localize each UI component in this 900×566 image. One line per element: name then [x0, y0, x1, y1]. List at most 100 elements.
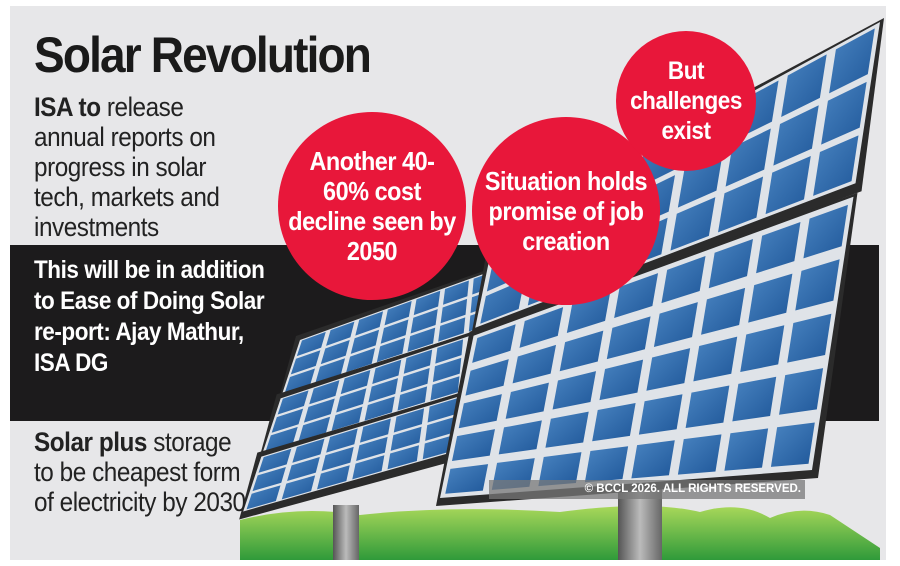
solar-cell	[390, 426, 422, 451]
solar-cell	[724, 428, 769, 471]
solar-cell	[413, 290, 441, 316]
solar-cell	[265, 426, 298, 452]
solar-cell	[331, 406, 363, 431]
solar-cell	[350, 329, 380, 354]
solar-cell	[538, 452, 582, 487]
solar-cell	[748, 273, 793, 323]
bubble-cost-decline: Another 40-60% cost decline seen by 2050	[278, 112, 466, 300]
solar-cell	[340, 369, 371, 395]
solar-cell	[336, 388, 367, 413]
solar-cell	[252, 467, 286, 492]
solar-cell	[384, 301, 412, 326]
solar-cell	[599, 359, 644, 401]
solar-cell	[352, 455, 385, 480]
solar-cell	[393, 408, 425, 433]
solar-cell	[452, 429, 495, 462]
solar-cell	[756, 221, 801, 274]
grass	[240, 506, 880, 560]
solar-cell	[364, 396, 395, 421]
solar-cell	[693, 336, 738, 382]
solar-cell	[403, 349, 433, 374]
solar-cell	[284, 368, 315, 393]
solar-cell	[435, 339, 464, 364]
solar-cell	[246, 485, 281, 510]
solar-cell	[443, 280, 469, 305]
solar-cell	[298, 416, 331, 441]
copyright-watermark: © BCCL 2026. ALL RIGHTS RESERVED.	[489, 480, 805, 499]
solar-cell	[677, 434, 722, 475]
solar-cell	[765, 155, 811, 215]
point-1-bold: ISA to	[34, 92, 101, 122]
solar-cell	[606, 316, 651, 360]
solar-cell	[638, 394, 683, 435]
solar-cell	[303, 398, 335, 423]
solar-cell	[277, 390, 309, 415]
solar-cell	[407, 327, 436, 352]
solar-cell	[372, 359, 402, 384]
point-2-text: This will be in addition to Ease of Doin…	[34, 256, 265, 377]
solar-cell	[614, 273, 659, 319]
solar-cell	[287, 456, 320, 482]
point-3: Solar plus storage to be cheapest form o…	[34, 427, 250, 517]
solar-cell	[512, 344, 557, 384]
solar-cell	[292, 438, 325, 463]
solar-cell	[271, 408, 304, 433]
solar-cell	[803, 204, 848, 259]
solar-cell	[670, 197, 716, 251]
solar-cell	[498, 420, 542, 455]
solar-cell	[320, 339, 350, 365]
point-2: This will be in addition to Ease of Doin…	[34, 255, 268, 379]
solar-cell	[519, 307, 564, 348]
solar-cell	[317, 465, 350, 490]
solar-cell	[321, 446, 354, 471]
solar-cell	[445, 464, 489, 494]
solar-cell	[725, 128, 771, 187]
solar-cell	[387, 445, 420, 470]
solar-cell	[779, 368, 824, 415]
solar-cell	[376, 337, 406, 363]
solar-cell	[653, 302, 698, 347]
solar-cell	[781, 54, 827, 118]
solar-cell	[559, 330, 604, 372]
right-panel-lower	[440, 196, 854, 498]
solar-cell	[410, 309, 438, 334]
solar-cell	[480, 279, 525, 324]
solar-cell	[584, 446, 629, 483]
point-1-text: release annual reports on progress in so…	[34, 92, 220, 242]
solar-cell	[829, 28, 875, 94]
solar-cell	[315, 358, 346, 383]
solar-cell	[430, 376, 460, 401]
point-3-bold: Solar plus	[34, 427, 147, 457]
solar-cell	[718, 176, 764, 233]
solar-cell	[309, 380, 340, 405]
solar-cell	[465, 359, 509, 396]
bubble-challenges: But challenges exist	[616, 31, 756, 171]
solar-cell	[326, 428, 358, 453]
solar-cell	[438, 317, 466, 342]
solar-cell	[281, 475, 316, 500]
point-3-text: storage to be cheapest form of electrici…	[34, 427, 246, 517]
solar-cell	[552, 371, 597, 410]
page-title: Solar Revolution	[34, 27, 372, 83]
solar-cell	[368, 378, 399, 403]
solar-cell	[631, 440, 675, 479]
solar-cell	[821, 81, 867, 145]
solar-cell	[290, 350, 321, 375]
solar-cell	[701, 287, 746, 335]
solar-cell	[326, 321, 355, 346]
solar-cell	[773, 105, 819, 166]
solar-cell	[646, 348, 691, 391]
solar-cell	[397, 386, 428, 411]
solar-cell	[440, 298, 468, 324]
solar-cell	[592, 402, 636, 442]
solar-cell	[380, 319, 409, 344]
solar-cell	[708, 239, 753, 289]
solar-cell	[732, 376, 777, 422]
solar-cell	[661, 256, 706, 304]
bubble-job-creation: Situation holds promise of job creation	[472, 117, 660, 305]
solar-cell	[795, 259, 840, 311]
solar-cell	[356, 436, 388, 461]
solar-cell	[787, 313, 832, 363]
bubble-1-text: Another 40-60% cost decline seen by 2050	[288, 146, 456, 266]
point-1: ISA to release annual reports on progres…	[34, 92, 250, 242]
